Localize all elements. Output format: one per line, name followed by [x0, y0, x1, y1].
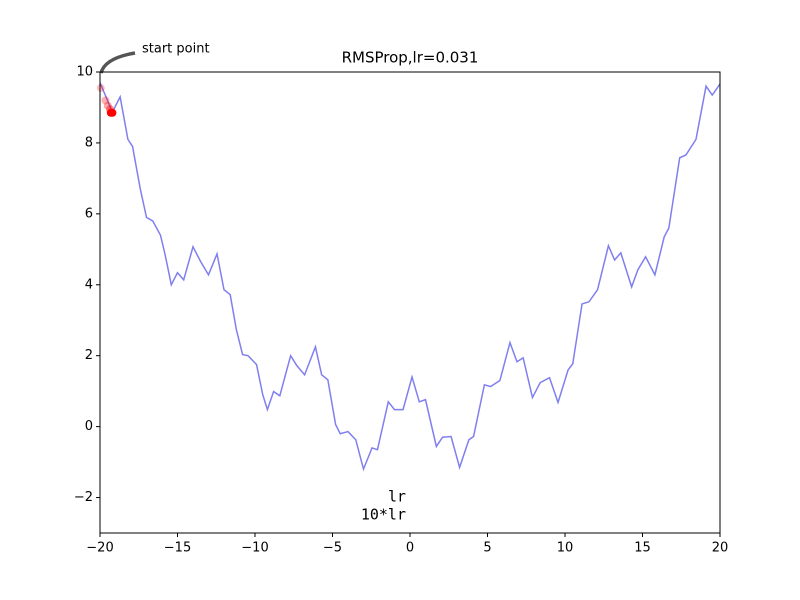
- y-tick-label: −2: [74, 490, 93, 505]
- step-point: [103, 101, 112, 110]
- legend-label: 10*lr: [361, 506, 406, 524]
- curve: [99, 82, 721, 472]
- y-tick-label: 6: [85, 206, 93, 221]
- chart-title: RMSProp,lr=0.031: [342, 49, 479, 67]
- annotation-arrow: [99, 51, 136, 74]
- x-tick-label: 5: [483, 541, 491, 556]
- step-point: [108, 108, 117, 117]
- step-point: [96, 83, 105, 92]
- x-tick-label: −10: [241, 541, 268, 556]
- y-tick-label: 0: [85, 419, 93, 434]
- x-tick-label: −15: [164, 541, 191, 556]
- y-tick-label: 8: [85, 135, 93, 150]
- y-tick-label: 4: [85, 277, 93, 292]
- y-tick-label: 2: [85, 348, 93, 363]
- y-tick-label: 10: [76, 65, 93, 80]
- x-tick-label: 15: [634, 541, 651, 556]
- x-tick-label: 20: [712, 541, 729, 556]
- annotation-text: start point: [142, 42, 210, 57]
- x-tick-label: −20: [86, 541, 113, 556]
- x-tick-label: 0: [406, 541, 414, 556]
- step-point: [101, 96, 110, 105]
- x-tick-label: −5: [323, 541, 342, 556]
- x-tick-label: 10: [557, 541, 574, 556]
- legend-label: lr: [388, 488, 406, 506]
- plot-frame: [99, 71, 721, 534]
